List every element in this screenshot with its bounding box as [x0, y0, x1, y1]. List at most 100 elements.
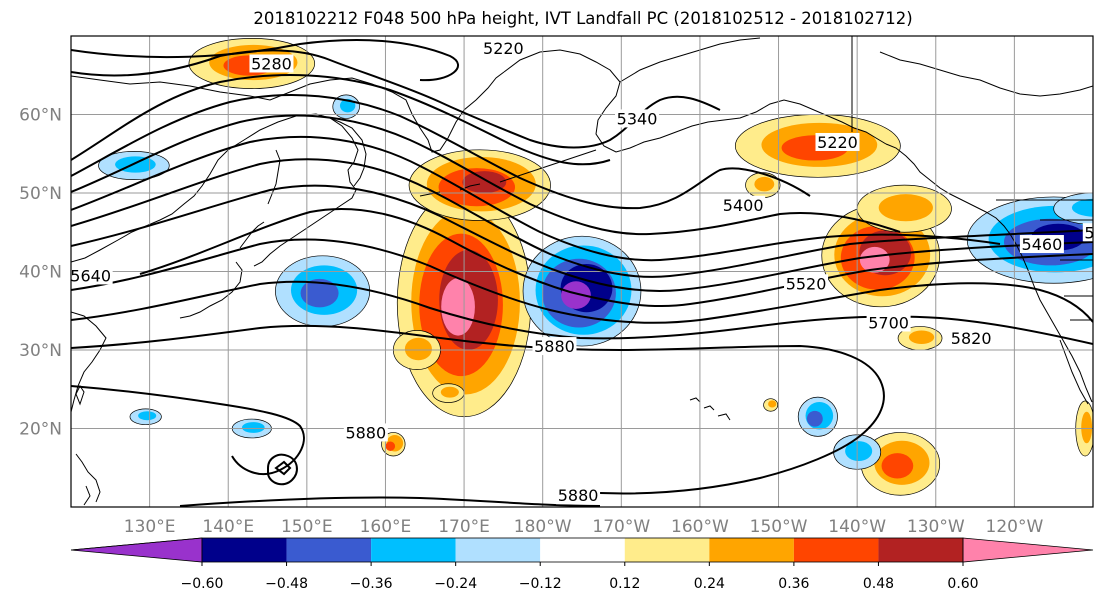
contour-5820 [71, 280, 1093, 345]
colorbar-swatch [624, 538, 710, 562]
map-frame [70, 35, 1094, 508]
colorbar-label: 0.36 [778, 576, 809, 592]
contour-5220-upper [71, 39, 459, 82]
contour-label-bg [615, 109, 660, 128]
colorbar-extend-high [962, 537, 1094, 563]
colorbar-swatch [878, 538, 963, 562]
contour-label: 5340 [617, 109, 658, 128]
ivt-level-band [908, 330, 935, 344]
ivt-level-band [440, 386, 459, 398]
contour-label-bg [866, 313, 911, 332]
longitude-tick-label: 140°W [828, 517, 886, 537]
contour-label-bg [249, 54, 294, 73]
ivt-blob [522, 235, 642, 347]
longitude-tick-label: 170°E [438, 517, 490, 537]
contour-5700 [139, 207, 1093, 308]
contour-label-bg [815, 132, 860, 151]
longitude-tick-label: 150°E [281, 517, 333, 537]
ivt-level-band [881, 453, 914, 479]
contour-5760 [71, 238, 1093, 324]
ivt-level-band [404, 337, 432, 361]
contour-5580 [71, 158, 1093, 278]
latitude-tick-label: 20°N [19, 420, 62, 440]
ivt-level-band [441, 278, 475, 336]
border-us-canada [996, 199, 1093, 321]
latitude-tick-label: 30°N [19, 341, 62, 361]
contour-5880-lowring [267, 453, 298, 486]
contour-5340 [71, 74, 611, 166]
colorbar-label: 0.12 [609, 576, 640, 592]
ivt-level-band [845, 441, 873, 461]
ivt-blob [897, 326, 943, 351]
colorbar-swatch [371, 538, 456, 562]
contour-5880-north [71, 324, 885, 495]
colorbar-label: 0.24 [694, 576, 725, 592]
colorbar-label: −0.48 [265, 576, 308, 592]
contour-label-bg [71, 266, 113, 285]
ivt-blob [408, 149, 551, 221]
colorbar-swatch [202, 538, 287, 562]
latitude-tick-label: 50°N [19, 184, 62, 204]
latitude-tick-label: 40°N [19, 263, 62, 283]
contour-label: 5400 [723, 196, 764, 215]
figure-title: 2018102212 F048 500 hPa height, IVT Land… [253, 9, 912, 28]
coast-baja [1059, 339, 1089, 405]
contour-label: 5880 [558, 486, 599, 505]
contour-label: 5700 [868, 314, 909, 333]
contour-label: 5520 [786, 274, 827, 293]
longitude-tick-labels: 130°E 140°E 150°E 160°E 170°E 180°W 170°W 160°W… [124, 517, 1044, 537]
coast-alaska-interior [619, 37, 761, 83]
contour-label-bg [1019, 235, 1064, 254]
longitude-tick-label: 170°W [592, 517, 650, 537]
longitude-tick-label: 130°E [124, 517, 176, 537]
coast-kamchatka [329, 117, 367, 187]
colorbar-label: 0.60 [947, 576, 978, 592]
longitude-tick-label: 140°E [202, 517, 254, 537]
contour-label-bg [556, 486, 601, 505]
map-area: 5280 5220 5340 5220 5400 5460 5580 5520 5700 5820… [70, 36, 1093, 507]
ivt-blob [275, 255, 371, 327]
ivt-blob [797, 396, 838, 437]
ivt-blob [432, 383, 465, 403]
coast-north-america [885, 143, 1093, 403]
contour-label-bg [721, 195, 766, 214]
ivt-level-band [561, 281, 591, 309]
longitude-tick-label: 180°W [514, 517, 572, 537]
colorbar-extend-low [70, 537, 203, 563]
contour-label: 5880 [345, 423, 386, 442]
coast-sakhalin [267, 149, 281, 205]
height-contours [71, 39, 1093, 507]
contour-label-bg [481, 38, 526, 57]
colorbar-label: −0.12 [519, 576, 562, 592]
contour-label: 5880 [534, 337, 575, 356]
ivt-blob [763, 398, 779, 412]
colorbar-swatch [709, 538, 794, 562]
contour-5460 [71, 114, 901, 236]
longitude-tick-label: 160°W [671, 517, 729, 537]
contour-label: 5640 [70, 266, 111, 285]
contour-label-bg [1082, 223, 1093, 242]
colorbar-frame [201, 537, 964, 563]
colorbar-swatch [286, 538, 372, 562]
contour-label-bg [784, 274, 829, 293]
ivt-level-band [859, 246, 890, 273]
contour-5880-south [179, 496, 601, 507]
contour-5880-west [71, 385, 305, 475]
contour-label: 5220 [817, 133, 858, 152]
colorbar-label: −0.24 [434, 576, 477, 592]
latitude-tick-label: 60°N [19, 106, 62, 126]
latitude-tick-labels: 60°N 50°N 40°N 30°N 20°N [19, 106, 62, 440]
colorbar-swatch [793, 538, 879, 562]
ivt-level-band [768, 400, 777, 408]
ivt-blob [856, 184, 952, 233]
contour-label-bg [949, 329, 994, 348]
coast-hawaii [689, 397, 731, 421]
colorbar: −0.60 −0.48 −0.36 −0.24 −0.12 0.12 0.24 0.36 0.4… [70, 537, 1094, 592]
coast-canada [879, 51, 1093, 97]
ivt-level-band [878, 194, 933, 222]
ivt-blob [860, 432, 941, 496]
ivt-blob [1053, 192, 1093, 225]
colorbar-label: −0.60 [181, 576, 224, 592]
ivt-blob [129, 408, 162, 425]
